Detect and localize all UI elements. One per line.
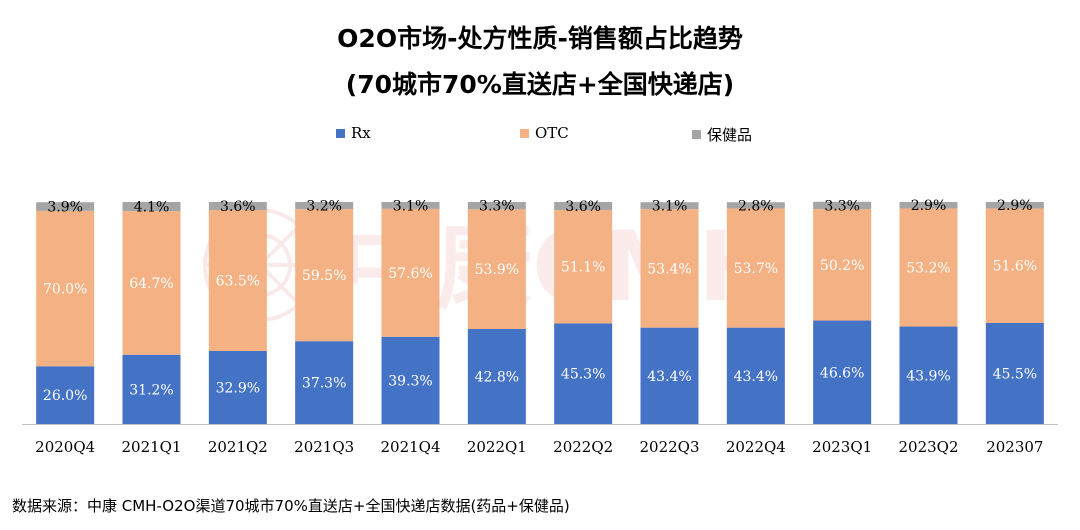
legend-swatch-otc [520,128,529,138]
data-label-OTC-202307: 51.6% [993,259,1037,275]
data-label-Rx-2022Q1: 42.8% [475,369,519,385]
legend-item-health: 保健品 [692,124,752,145]
bar-Rx-2021Q3 [295,341,354,424]
legend-swatch-rx [336,128,345,138]
bar-保健品-2023Q2 [899,202,958,209]
bar-保健品-2022Q3 [640,202,699,210]
x-tick-label-2021Q1: 2021Q1 [121,438,181,456]
bar-OTC-2022Q3 [640,209,699,328]
data-label-OTC-2020Q4: 70.0% [43,282,87,298]
data-label-OTC-2021Q3: 59.5% [302,268,346,284]
data-label-Rx-2022Q2: 45.3% [561,367,605,383]
bar-Rx-2021Q4 [381,336,440,424]
data-label-Rx-2020Q4: 26.0% [43,388,87,404]
data-label-保健品-2021Q3: 3.2% [306,199,342,215]
data-label-OTC-2023Q2: 53.2% [906,260,950,276]
bar-保健品-2022Q4 [726,202,785,209]
data-label-保健品-2023Q1: 3.3% [824,198,860,214]
bar-保健品-2021Q1 [122,202,181,212]
data-label-OTC-2021Q4: 57.6% [388,266,432,282]
legend-item-rx: Rx [336,124,371,142]
bar-Rx-202307 [985,322,1044,424]
legend-label-rx: Rx [351,124,371,142]
x-tick-label-2022Q2: 2022Q2 [553,438,613,456]
bar-Rx-2023Q2 [899,326,958,424]
bar-Rx-2022Q3 [640,327,699,424]
bar-Rx-2021Q2 [208,350,267,424]
x-tick-label-202307: 202307 [986,438,1043,456]
bar-OTC-2023Q2 [899,208,958,327]
x-tick-label-2023Q1: 2023Q1 [812,438,872,456]
bar-保健品-2021Q2 [208,202,267,210]
data-label-Rx-2021Q2: 32.9% [216,380,260,396]
data-label-保健品-2021Q1: 4.1% [134,200,170,216]
bar-保健品-2021Q4 [381,202,440,209]
bar-Rx-2022Q4 [726,327,785,424]
bar-保健品-2022Q1 [467,202,526,210]
stacked-bar-chart: 26.0% 70.0% 3.9% 2020Q4 31.2% 64.7% 4.1% 2021Q1… [22,198,1058,456]
data-label-OTC-2021Q1: 64.7% [129,276,173,292]
bar-OTC-2023Q1 [813,209,872,321]
data-label-保健品-2022Q2: 3.6% [565,199,601,215]
x-tick-label-2020Q4: 2020Q4 [35,438,95,456]
bar-保健品-2023Q1 [813,201,872,210]
data-label-OTC-2023Q1: 50.2% [820,258,864,274]
x-tick-label-2022Q3: 2022Q3 [639,438,699,456]
x-tick-label-2023Q2: 2023Q2 [898,438,958,456]
bar-Rx-2021Q1 [122,354,181,424]
data-label-OTC-2022Q3: 53.4% [647,261,691,277]
data-label-保健品-2020Q4: 3.9% [47,200,83,216]
x-tick-label-2022Q4: 2022Q4 [726,438,786,456]
x-tick-label-2022Q1: 2022Q1 [467,438,527,456]
bar-保健品-2021Q3 [295,202,354,210]
data-label-Rx-2021Q1: 31.2% [129,382,173,398]
bar-Rx-2023Q1 [813,320,872,424]
bar-保健品-2020Q4 [36,202,95,211]
legend: Rx OTC 保健品 [0,124,1080,148]
bar-OTC-2021Q4 [381,208,440,337]
x-tick-label-2021Q2: 2021Q2 [208,438,268,456]
data-label-Rx-202307: 45.5% [993,366,1037,382]
legend-swatch-health [692,130,701,139]
data-label-OTC-2022Q2: 51.1% [561,260,605,276]
bar-OTC-2022Q2 [554,209,613,324]
bar-保健品-202307 [985,202,1044,209]
bar-Rx-2020Q4 [36,366,95,424]
bar-保健品-2022Q2 [554,202,613,210]
data-label-保健品-2021Q2: 3.6% [220,199,256,215]
chart-title-line1: O2O市场-处方性质-销售额占比趋势 [337,24,743,53]
data-label-Rx-2023Q1: 46.6% [820,365,864,381]
data-label-保健品-2021Q4: 3.1% [393,198,429,214]
data-label-Rx-2021Q3: 37.3% [302,376,346,392]
bar-Rx-2022Q2 [554,323,613,424]
legend-label-health: 保健品 [707,126,753,144]
x-tick-label-2021Q4: 2021Q4 [380,438,440,456]
data-label-保健品-2022Q4: 2.8% [738,198,774,214]
x-tick-label-2021Q3: 2021Q3 [294,438,354,456]
data-label-OTC-2022Q1: 53.9% [475,262,519,278]
bar-OTC-202307 [985,208,1044,323]
bar-Rx-2022Q1 [467,328,526,424]
data-label-Rx-2022Q3: 43.4% [647,369,691,385]
data-label-OTC-2021Q2: 63.5% [216,273,260,289]
data-label-OTC-2022Q4: 53.7% [734,261,778,277]
bar-OTC-2021Q2 [208,209,267,351]
data-label-保健品-2022Q1: 3.3% [479,199,515,215]
bar-OTC-2021Q3 [295,209,354,342]
data-label-Rx-2023Q2: 43.9% [906,368,950,384]
bar-OTC-2021Q1 [122,211,181,355]
data-label-Rx-2021Q4: 39.3% [388,373,432,389]
legend-label-otc: OTC [535,124,569,142]
chart-title-line2: (70城市70%直送店+全国快递店) [345,70,735,99]
data-label-保健品-202307: 2.9% [997,198,1033,214]
bar-OTC-2022Q4 [726,208,785,328]
legend-item-otc: OTC [520,124,569,142]
data-label-Rx-2022Q4: 43.4% [734,369,778,385]
bar-OTC-2022Q1 [467,209,526,329]
source-note: 数据来源：中康 CMH-O2O渠道70城市70%直送店+全国快递店数据(药品+保… [12,497,570,515]
data-label-保健品-2022Q3: 3.1% [652,199,688,215]
bar-OTC-2020Q4 [36,210,95,367]
data-label-保健品-2023Q2: 2.9% [911,198,947,214]
